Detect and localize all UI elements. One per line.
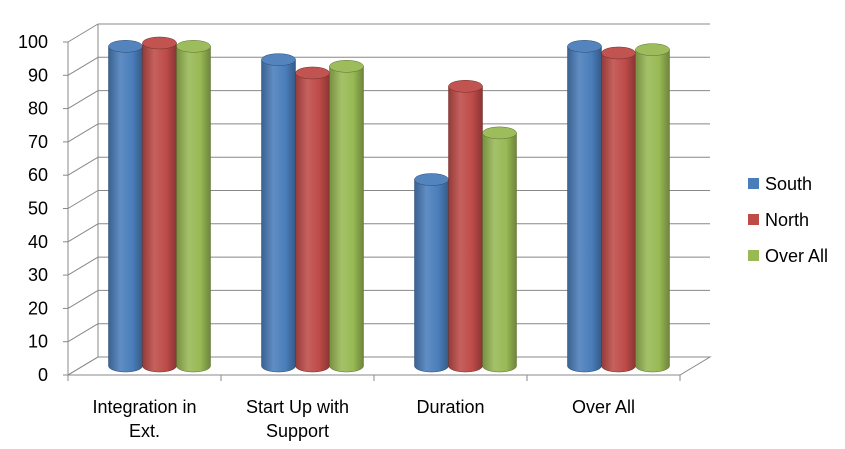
x-axis-categories: Integration in Ext. Start Up with Support Du… [92,397,635,441]
gridline-side [67,56,99,76]
bar-north [142,42,177,373]
y-tick-label: 70 [28,132,48,152]
bars [108,36,670,373]
y-tick-label: 90 [28,65,48,85]
x-category-label: Support [266,421,329,441]
legend-swatch [748,178,759,189]
legend: South North Over All [748,174,828,266]
bar-over-all [635,49,670,373]
bar-over-all [482,132,517,373]
bar-north [601,52,636,373]
bar-top-south [414,173,449,186]
y-tick-label: 40 [28,232,48,252]
bar-north [295,72,330,373]
bar-top-south [261,53,296,66]
bar-top-south [108,40,143,53]
bar-top-south [567,40,602,53]
bar-south [261,59,296,373]
y-tick-label: 50 [28,199,48,219]
gridline-side [67,256,99,276]
gridline-side [67,123,99,143]
bar-south [567,46,602,373]
bar-north [448,86,483,373]
bar-top-north [448,80,483,93]
y-tick-label: 30 [28,265,48,285]
bar-over-all [176,46,211,373]
y-axis-ticks: 0 10 20 30 40 50 60 70 80 90 100 [18,32,48,385]
y-tick-label: 80 [28,99,48,119]
bar-top-over-all [329,60,364,73]
y-tick-label: 10 [28,332,48,352]
bar-top-north [295,66,330,80]
bar-top-north [601,46,636,60]
bar-over-all [329,66,364,373]
gridline-side [67,356,99,376]
y-tick-label: 60 [28,165,48,185]
gridline-side [67,323,99,343]
legend-label: North [765,210,809,230]
gridline-side [67,289,99,309]
gridline-side [67,223,99,243]
axes [63,41,681,381]
x-category-label: Over All [572,397,635,417]
legend-swatch [748,250,759,261]
bar-south [108,46,143,373]
x-category-label: Duration [416,397,484,417]
bar-top-over-all [635,43,670,56]
bar-top-north [142,36,177,50]
gridline-side [67,156,99,176]
x-category-label: Ext. [129,421,160,441]
x-category-label: Integration in [92,397,196,417]
gridline-side [67,90,99,110]
x-category-label: Start Up with [246,397,349,417]
gridline-side [67,190,99,209]
bar-top-over-all [176,40,211,53]
y-tick-label: 100 [18,32,48,52]
y-tick-label: 0 [38,365,48,385]
bar-south [414,179,449,373]
legend-label: South [765,174,812,194]
legend-swatch [748,214,759,225]
bar-top-over-all [482,126,517,140]
y-tick-label: 20 [28,298,48,318]
legend-label: Over All [765,246,828,266]
gridline-side [67,23,99,43]
